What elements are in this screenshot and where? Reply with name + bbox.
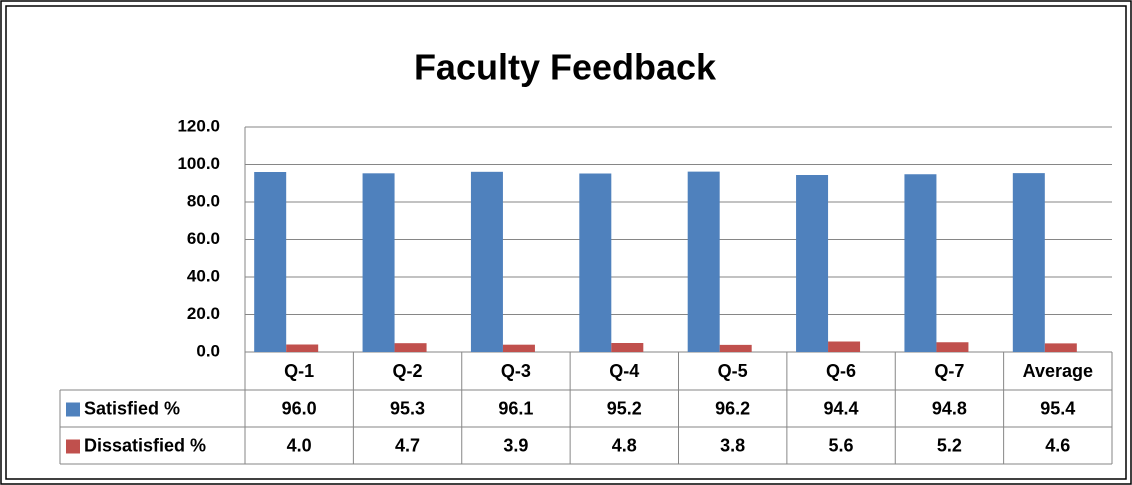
y-tick-label: 0.0 [196, 341, 220, 360]
data-label: 3.9 [503, 435, 528, 455]
data-label: 5.2 [937, 435, 962, 455]
bar [611, 343, 644, 352]
x-tick-label: Q-1 [284, 361, 314, 381]
y-tick-label: 60.0 [187, 229, 220, 248]
bar [1012, 173, 1045, 352]
data-label: 94.4 [824, 398, 859, 418]
bar [719, 344, 752, 352]
bar [362, 173, 395, 352]
bar [828, 341, 861, 352]
y-tick-label: 20.0 [187, 304, 220, 323]
data-label: 94.8 [932, 398, 967, 418]
inner-frame [5, 5, 1127, 480]
y-tick-label: 80.0 [187, 191, 220, 210]
data-label: 4.0 [287, 435, 312, 455]
bar [394, 343, 427, 352]
data-label: 4.7 [395, 435, 420, 455]
data-label: 4.8 [612, 435, 637, 455]
bar [904, 174, 937, 352]
bar [687, 171, 720, 352]
data-label: 96.0 [282, 398, 317, 418]
legend-swatch [66, 402, 80, 417]
bar [579, 173, 612, 352]
data-label: 95.2 [607, 398, 642, 418]
legend-label: Satisfied % [84, 398, 180, 418]
x-tick-label: Q-7 [934, 361, 964, 381]
chart-title: Faculty Feedback [414, 47, 717, 88]
y-tick-label: 40.0 [187, 266, 220, 285]
y-tick-label: 120.0 [177, 116, 220, 135]
legend-swatch [66, 439, 80, 454]
data-label: 95.3 [390, 398, 425, 418]
bar [286, 344, 319, 352]
bar [502, 344, 535, 352]
x-tick-label: Average [1023, 361, 1093, 381]
bar [254, 172, 287, 352]
x-tick-label: Q-5 [718, 361, 748, 381]
data-label: 95.4 [1040, 398, 1075, 418]
data-label: 96.1 [498, 398, 533, 418]
y-tick-label: 100.0 [177, 154, 220, 173]
x-tick-label: Q-2 [393, 361, 423, 381]
x-tick-label: Q-3 [501, 361, 531, 381]
data-label: 3.8 [720, 435, 745, 455]
bar [796, 175, 829, 352]
bar [470, 171, 503, 352]
x-tick-label: Q-6 [826, 361, 856, 381]
bar [936, 342, 969, 352]
bar [1044, 343, 1077, 352]
legend-label: Dissatisfied % [84, 435, 206, 455]
data-label: 4.6 [1045, 435, 1070, 455]
data-label: 5.6 [829, 435, 854, 455]
data-label: 96.2 [715, 398, 750, 418]
x-tick-label: Q-4 [609, 361, 639, 381]
